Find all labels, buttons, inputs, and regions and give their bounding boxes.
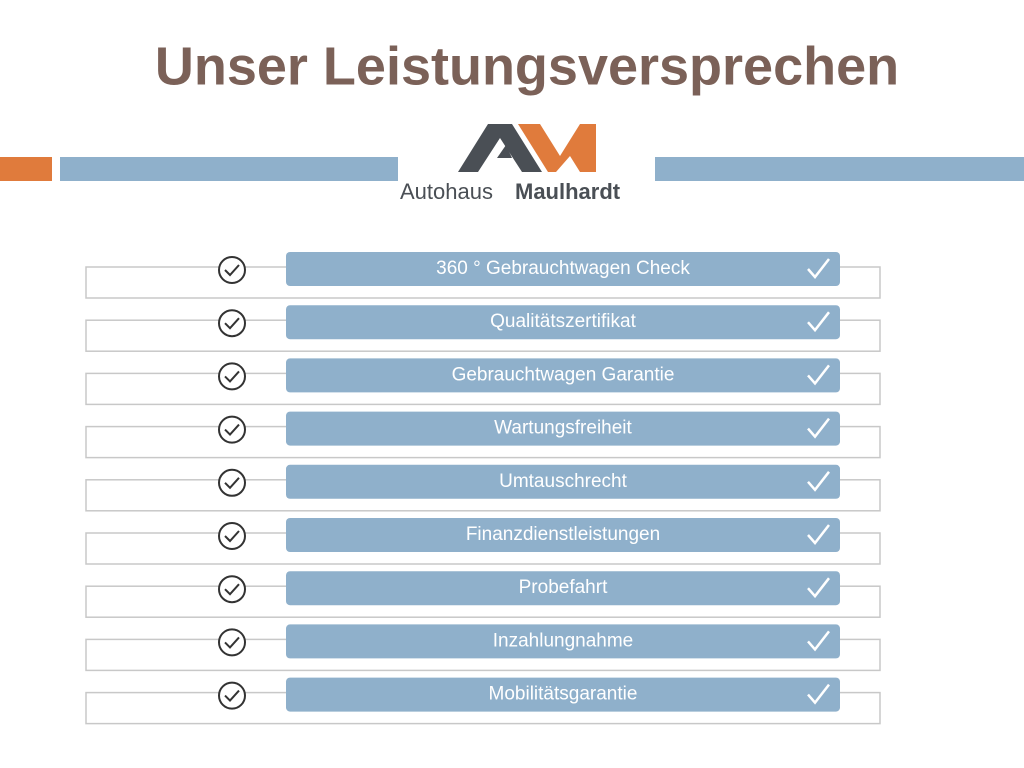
row-bar	[286, 305, 840, 340]
row-bar	[286, 464, 840, 499]
row-bar	[286, 571, 840, 606]
service-icon-detail	[224, 636, 240, 649]
service-icon-detail	[224, 264, 240, 277]
service-icon-detail	[224, 689, 240, 703]
service-row: Inzahlungnahme	[85, 624, 881, 672]
service-icon	[218, 575, 246, 604]
service-row: 360 ° Gebrauchtwagen Check	[85, 252, 881, 299]
service-row: Mobilitätsgarantie	[85, 677, 881, 725]
service-list: 360 ° Gebrauchtwagen Check Qualitätszerti…	[85, 252, 881, 725]
title: Unser Leistungsversprechen	[155, 36, 899, 96]
service-icon	[218, 256, 246, 284]
check-icon	[807, 471, 830, 492]
divider-bar	[60, 157, 398, 181]
row-label: 360 ° Gebrauchtwagen Check	[436, 258, 690, 279]
row-label: Umtauschrecht	[499, 471, 627, 492]
service-row: Umtauschrecht	[85, 464, 881, 512]
service-icon-detail	[224, 370, 240, 383]
service-icon-detail	[224, 317, 240, 330]
logo-name: Maulhardt	[515, 179, 621, 204]
row-bar	[286, 624, 840, 659]
service-row: Probefahrt	[85, 571, 881, 618]
check-icon	[807, 258, 830, 279]
check-icon	[807, 364, 830, 386]
service-icon	[218, 309, 246, 338]
service-icon-detail	[224, 423, 240, 437]
row-bar	[286, 411, 840, 446]
row-label: Finanzdienstleistungen	[466, 524, 660, 545]
row-bar	[286, 518, 840, 552]
check-icon	[807, 630, 830, 652]
row-label: Gebrauchtwagen Garantie	[452, 364, 675, 385]
row-label: Inzahlungnahme	[493, 630, 634, 651]
service-icon	[218, 628, 246, 657]
row-bar	[286, 677, 840, 712]
logo-mark	[458, 124, 596, 172]
service-icon	[218, 415, 246, 444]
accent-bar	[0, 157, 52, 181]
service-row: Qualitätszertifikat	[85, 305, 881, 352]
service-row: Gebrauchtwagen Garantie	[85, 358, 881, 406]
row-bar	[286, 252, 840, 286]
service-icon-detail	[224, 583, 240, 596]
check-icon	[807, 524, 830, 545]
logo-prefix: Autohaus	[400, 179, 493, 204]
service-icon-detail	[224, 530, 240, 543]
row-bar	[286, 358, 840, 393]
service-icon	[218, 468, 246, 497]
check-icon	[807, 417, 830, 439]
service-row: Wartungsfreiheit	[85, 411, 881, 459]
check-icon	[807, 311, 830, 333]
row-label: Probefahrt	[519, 577, 608, 598]
service-row: Finanzdienstleistungen	[85, 518, 881, 565]
check-icon	[807, 683, 830, 705]
service-icon	[218, 522, 246, 550]
row-label: Qualitätszertifikat	[490, 311, 636, 332]
check-icon	[807, 577, 830, 599]
divider-bar	[655, 157, 1024, 181]
row-label: Wartungsfreiheit	[494, 418, 632, 439]
service-icon	[218, 681, 246, 710]
service-icon-detail	[224, 477, 240, 490]
row-label: Mobilitätsgarantie	[489, 684, 638, 705]
service-icon	[218, 362, 246, 391]
